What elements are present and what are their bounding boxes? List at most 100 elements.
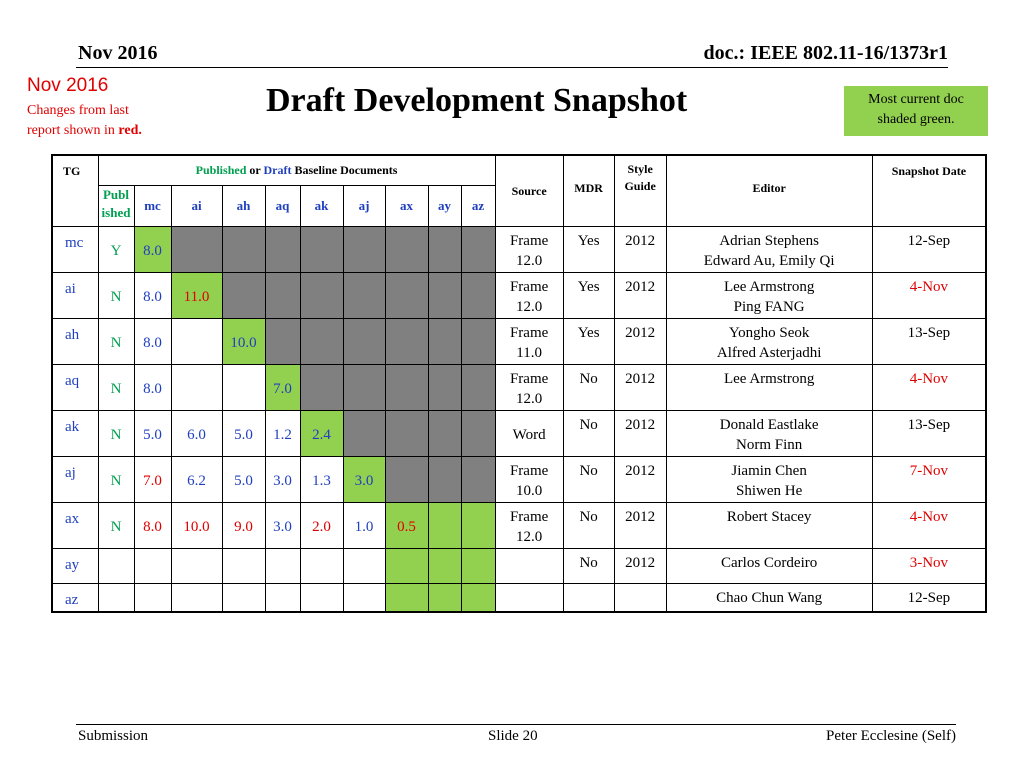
version-cell-ak: 2.4: [299, 409, 344, 457]
source-line2: 11.0: [516, 344, 542, 361]
version-cell-ah: [221, 363, 266, 411]
version-cell-aj: [342, 225, 386, 273]
green-shade-legend: Most current doc shaded green.: [844, 86, 988, 136]
mdr-cell: Yes: [562, 225, 615, 273]
source-line1: Frame: [509, 370, 549, 387]
mdr-cell: No: [562, 547, 615, 584]
table-body: mc Y 8.0 Frame 12.0 Yes 2012 Adrian Stephens Edw…: [51, 225, 987, 613]
version-cell-az: [460, 582, 496, 613]
source-line1: Frame: [509, 232, 549, 249]
table-row-ai: ai N 8.0 11.0 Frame 12.0 Yes 2012 Lee Armstrong P…: [51, 271, 987, 319]
source-line2: 12.0: [516, 252, 543, 269]
version-cell-az: [460, 501, 496, 549]
version-cell-ak: [299, 271, 344, 319]
tg-cell: aj: [51, 455, 99, 503]
version-cell-ay: [427, 409, 462, 457]
version-cell-mc: [133, 582, 172, 613]
version-cell-ax: [384, 547, 429, 584]
style-guide-cell: 2012: [613, 363, 667, 411]
header-doc-id: doc.: IEEE 802.11-16/1373r1: [703, 42, 948, 64]
header-mdr: MDR: [562, 154, 615, 227]
header-editor: Editor: [665, 154, 873, 227]
changes-date: Nov 2016: [27, 75, 109, 96]
version-cell-aj: [342, 363, 386, 411]
mdr-cell: No: [562, 363, 615, 411]
version-cell-ax: [384, 455, 429, 503]
mdr-cell: No: [562, 409, 615, 457]
header-draft-word: Draft: [263, 163, 292, 178]
mdr-cell: Yes: [562, 271, 615, 319]
version-cell-aq: 3.0: [264, 455, 301, 503]
header-snapshot-date: Snapshot Date: [871, 154, 987, 227]
editor-line1: Chao Chun Wang: [716, 589, 823, 606]
table-row-ah: ah N 8.0 10.0 Frame 11.0 Yes 2012 Yongho Seok Alf…: [51, 317, 987, 365]
header-publ1: Publ: [102, 186, 129, 202]
version-cell-az: [460, 409, 496, 457]
source-line2: 12.0: [516, 298, 543, 315]
snapshot-date-cell: 13-Sep: [871, 317, 987, 365]
version-cell-ax: [384, 317, 429, 365]
version-cell-ah: 5.0: [221, 409, 266, 457]
version-cell-ai: [170, 363, 223, 411]
published-cell: N: [97, 409, 135, 457]
green-note-line2: shaded green.: [877, 112, 955, 127]
version-cell-aq: 3.0: [264, 501, 301, 549]
tg-cell: mc: [51, 225, 99, 273]
version-cell-ai: [170, 225, 223, 273]
style-guide-cell: 2012: [613, 317, 667, 365]
style-guide-cell: 2012: [613, 225, 667, 273]
version-cell-mc: 8.0: [133, 225, 172, 273]
version-cell-aq: 1.2: [264, 409, 301, 457]
version-cell-ah: 10.0: [221, 317, 266, 365]
version-cell-ak: [299, 547, 344, 584]
version-cell-ai: 6.0: [170, 409, 223, 457]
source-line1: Frame: [509, 462, 549, 479]
version-cell-ay: [427, 317, 462, 365]
tg-cell: ay: [51, 547, 99, 584]
version-cell-ay: [427, 501, 462, 549]
header-or: or: [246, 163, 264, 178]
col-header-aq: aq: [264, 184, 301, 227]
editor-cell: Lee Armstrong: [665, 363, 873, 411]
version-cell-ah: [221, 271, 266, 319]
editor-line2: Alfred Asterjadhi: [716, 344, 822, 361]
snapshot-date-cell: 3-Nov: [871, 547, 987, 584]
tg-cell: az: [51, 582, 99, 613]
version-cell-ax: [384, 409, 429, 457]
version-cell-aq: [264, 317, 301, 365]
version-cell-az: [460, 547, 496, 584]
tg-cell: aq: [51, 363, 99, 411]
version-cell-aq: 7.0: [264, 363, 301, 411]
version-cell-aj: [342, 317, 386, 365]
col-header-aj: aj: [342, 184, 386, 227]
editor-line2: Ping FANG: [733, 298, 805, 315]
editor-line1: Adrian Stephens: [719, 232, 819, 249]
version-cell-az: [460, 317, 496, 365]
version-cell-aq: [264, 225, 301, 273]
published-cell: Y: [97, 225, 135, 273]
header-source: Source: [494, 154, 564, 227]
editor-cell: Donald Eastlake Norm Finn: [665, 409, 873, 457]
version-cell-mc: 8.0: [133, 317, 172, 365]
green-note-line1: Most current doc: [868, 92, 964, 107]
version-cell-aj: [342, 582, 386, 613]
version-cell-aj: [342, 547, 386, 584]
footer-slide-number: Slide 20: [488, 728, 538, 744]
header-date: Nov 2016: [78, 42, 158, 64]
published-cell: [97, 582, 135, 613]
header-style1: Style: [627, 162, 653, 176]
version-cell-mc: 8.0: [133, 271, 172, 319]
version-cell-ah: [221, 547, 266, 584]
mdr-cell: [562, 582, 615, 613]
published-cell: [97, 547, 135, 584]
mdr-cell: No: [562, 455, 615, 503]
version-cell-ax: 0.5: [384, 501, 429, 549]
header-style2: Guide: [624, 179, 656, 193]
version-cell-ay: [427, 363, 462, 411]
version-cell-aj: 1.0: [342, 501, 386, 549]
version-cell-ah: 9.0: [221, 501, 266, 549]
source-cell: Frame 11.0: [494, 317, 564, 365]
version-cell-ay: [427, 547, 462, 584]
col-header-ah: ah: [221, 184, 266, 227]
version-cell-az: [460, 363, 496, 411]
